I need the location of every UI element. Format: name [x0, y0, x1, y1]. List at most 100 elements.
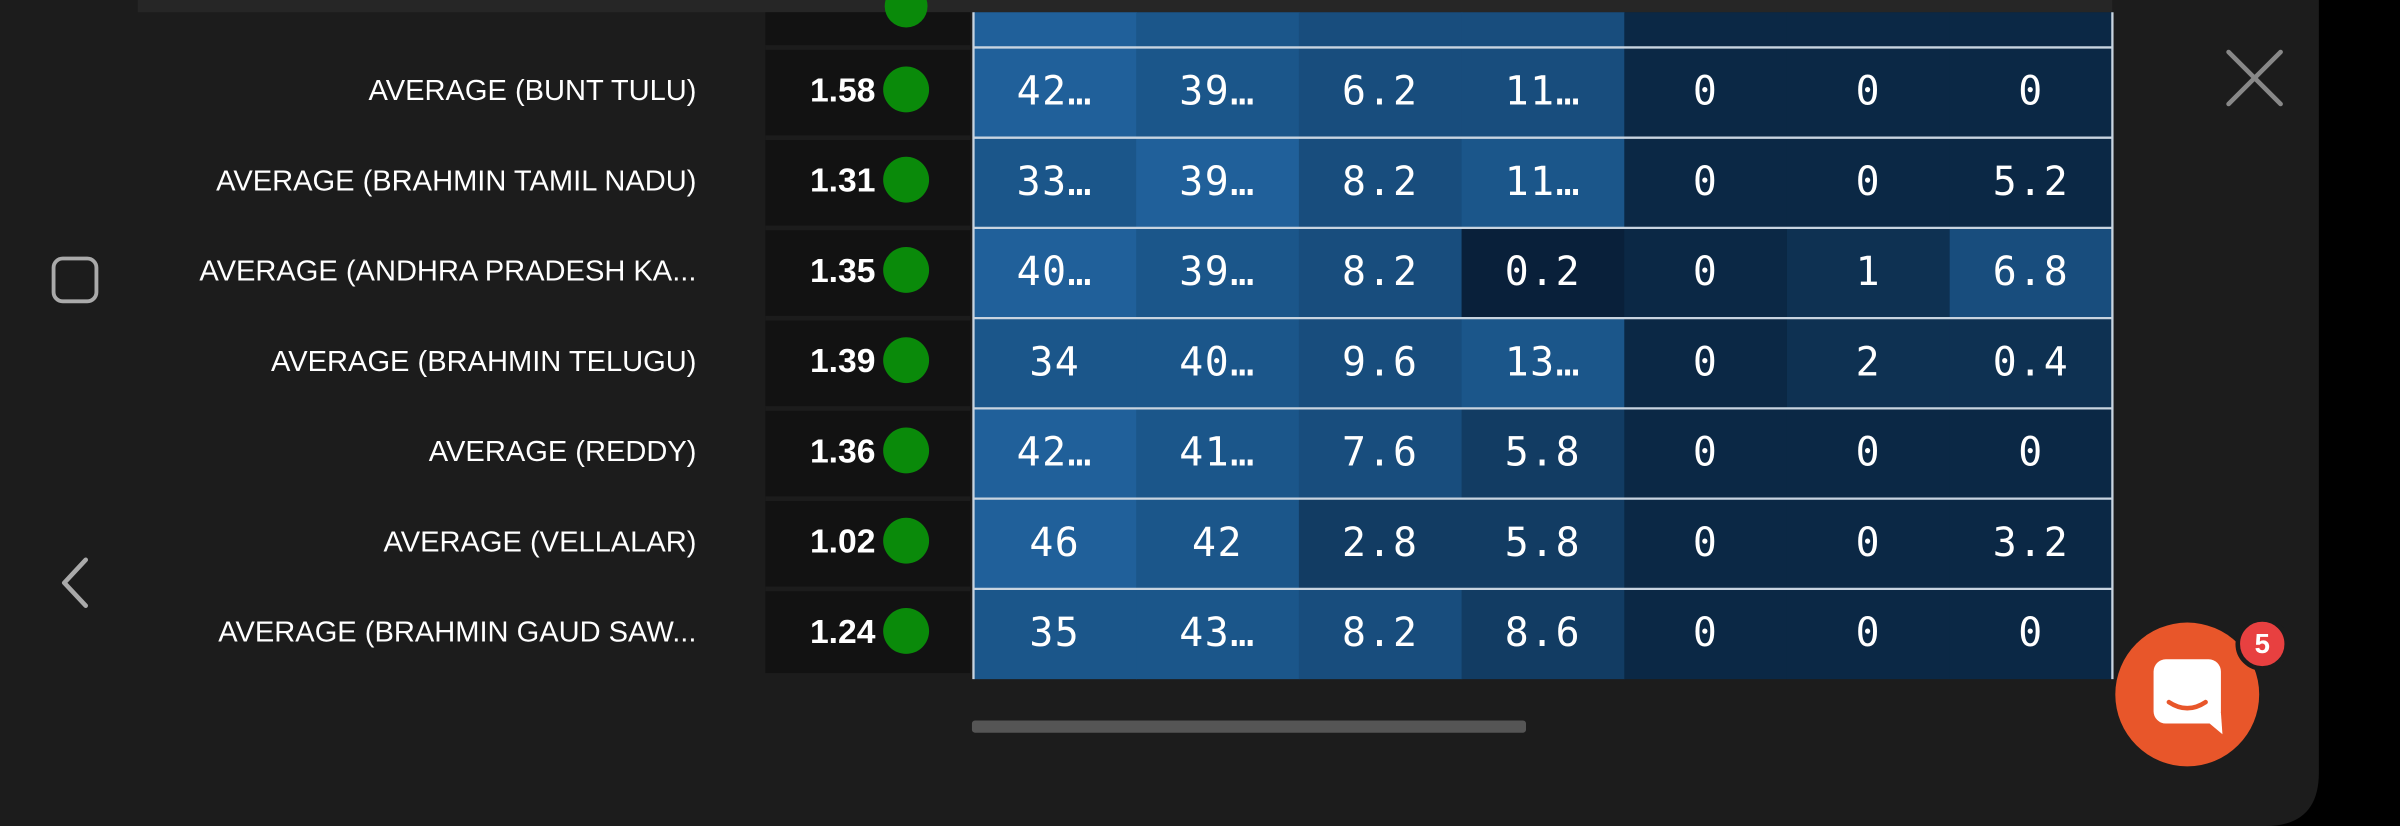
- cell-bg: [973, 47, 1137, 138]
- cell-value: 0.4: [1993, 339, 2069, 385]
- cell-bg: [1136, 588, 1300, 680]
- cell-bg: [973, 588, 1137, 680]
- cell-bg: [1624, 47, 1788, 138]
- cell-value: 35: [1029, 610, 1080, 656]
- cell-value: 40…: [1179, 339, 1255, 385]
- cell-value: 8.6: [1505, 610, 1581, 656]
- cell-bg: [1949, 318, 2114, 409]
- cell-value: 0: [1856, 69, 1881, 115]
- cell-bg: [1624, 12, 1788, 48]
- status-dot: [883, 156, 930, 203]
- cell-value: 13…: [1505, 339, 1581, 385]
- cell-bg: [1136, 12, 1300, 48]
- table: 42… 39… 6.2 11… 0 0 0 AVERAGE (BUNT TULU) 1.58 33…: [199, 0, 2114, 680]
- cell-value: 5.8: [1505, 520, 1581, 566]
- cell-bg: [1136, 408, 1300, 499]
- status-dot: [884, 0, 928, 28]
- cell-bg: [1786, 408, 1951, 499]
- cell-value: 8.2: [1342, 249, 1418, 295]
- score: 1.58: [810, 72, 876, 109]
- cell-bg: [1298, 588, 1463, 680]
- cell-value: 0: [2018, 69, 2043, 115]
- score: 1.24: [810, 614, 876, 651]
- cell-bg: [1136, 227, 1300, 319]
- cell-bg: [1786, 588, 1951, 680]
- cell-value: 42…: [1017, 430, 1093, 476]
- row-label: AVERAGE (REDDY): [429, 436, 697, 468]
- cell-bg: [1461, 588, 1626, 680]
- cell-value: 5.2: [1993, 159, 2069, 205]
- cell-value: 34: [1029, 339, 1080, 385]
- notification-badge: 5: [2255, 628, 2270, 659]
- row-label: AVERAGE (BUNT TULU): [368, 75, 696, 107]
- chat-button[interactable]: 5: [2115, 617, 2290, 767]
- cell-bg: [1624, 408, 1788, 499]
- cell-bg: [1461, 12, 1626, 48]
- status-dot: [883, 427, 930, 474]
- cell-value: 42…: [1017, 69, 1093, 115]
- cell-value: 7.6: [1342, 430, 1418, 476]
- cell-bg: [1624, 498, 1788, 589]
- cell-bg: [1786, 47, 1951, 138]
- cell-bg: [1298, 227, 1463, 319]
- cell-bg: [1298, 408, 1463, 499]
- cell-bg: [1136, 498, 1300, 589]
- cell-bg: [1461, 408, 1626, 499]
- cell-value: 0.2: [1505, 249, 1581, 295]
- back-button[interactable]: [61, 557, 89, 609]
- score: 1.36: [810, 433, 876, 470]
- cell-bg: [1136, 137, 1300, 228]
- row-label: AVERAGE (BRAHMIN TAMIL NADU): [216, 165, 696, 197]
- cell-value: 0: [1693, 430, 1718, 476]
- cell-bg: [1298, 137, 1463, 228]
- row-label: AVERAGE (BRAHMIN GAUD SAW...: [218, 617, 696, 649]
- cell-bg: [1624, 137, 1788, 228]
- cell-value: 0: [1856, 159, 1881, 205]
- status-dot: [883, 337, 930, 384]
- cell-value: 2: [1856, 339, 1881, 385]
- cell-bg: [973, 408, 1137, 499]
- cell-value: 33…: [1017, 159, 1093, 205]
- cell-value: 0: [1856, 430, 1881, 476]
- cell-value: 6.2: [1342, 69, 1418, 115]
- score: 1.35: [810, 253, 876, 290]
- recent-apps-button[interactable]: [51, 256, 99, 304]
- cell-value: 39…: [1179, 249, 1255, 295]
- cell-value: 0: [1856, 520, 1881, 566]
- cell-bg: [1949, 227, 2114, 319]
- cell-value: 0: [2018, 430, 2043, 476]
- cell-bg: [1298, 498, 1463, 589]
- cell-bg: [1624, 588, 1788, 680]
- cell-bg: [1786, 12, 1951, 48]
- cell-value: 11…: [1505, 159, 1581, 205]
- status-dot: [883, 66, 930, 113]
- cell-bg: [1136, 318, 1300, 409]
- score: 1.31: [810, 163, 876, 200]
- cell-value: 0: [2018, 610, 2043, 656]
- cell-bg: [1461, 498, 1626, 589]
- cell-bg: [1786, 318, 1951, 409]
- cell-value: 8.2: [1342, 159, 1418, 205]
- cell-bg: [1461, 47, 1626, 138]
- cell-value: 0: [1693, 249, 1718, 295]
- cell-bg: [1461, 318, 1626, 409]
- cell-bg: [973, 318, 1137, 409]
- cell-bg: [1949, 137, 2114, 228]
- cell-value: 6.8: [1993, 249, 2069, 295]
- cell-value: 5.8: [1505, 430, 1581, 476]
- cell-bg: [1136, 47, 1300, 138]
- cell-value: 2.8: [1342, 520, 1418, 566]
- close-button[interactable]: [2226, 49, 2283, 107]
- cell-bg: [1298, 318, 1463, 409]
- scrollbar[interactable]: [971, 720, 1527, 733]
- cell-bg: [1786, 498, 1951, 589]
- cell-value: 0: [1693, 69, 1718, 115]
- cell-value: 41…: [1179, 430, 1255, 476]
- cell-value: 43…: [1179, 610, 1255, 656]
- cell-value: 8.2: [1342, 610, 1418, 656]
- score-column: [765, 12, 971, 674]
- cell-bg: [1298, 47, 1463, 138]
- cell-bg: [1624, 318, 1788, 409]
- score: 1.02: [810, 524, 876, 561]
